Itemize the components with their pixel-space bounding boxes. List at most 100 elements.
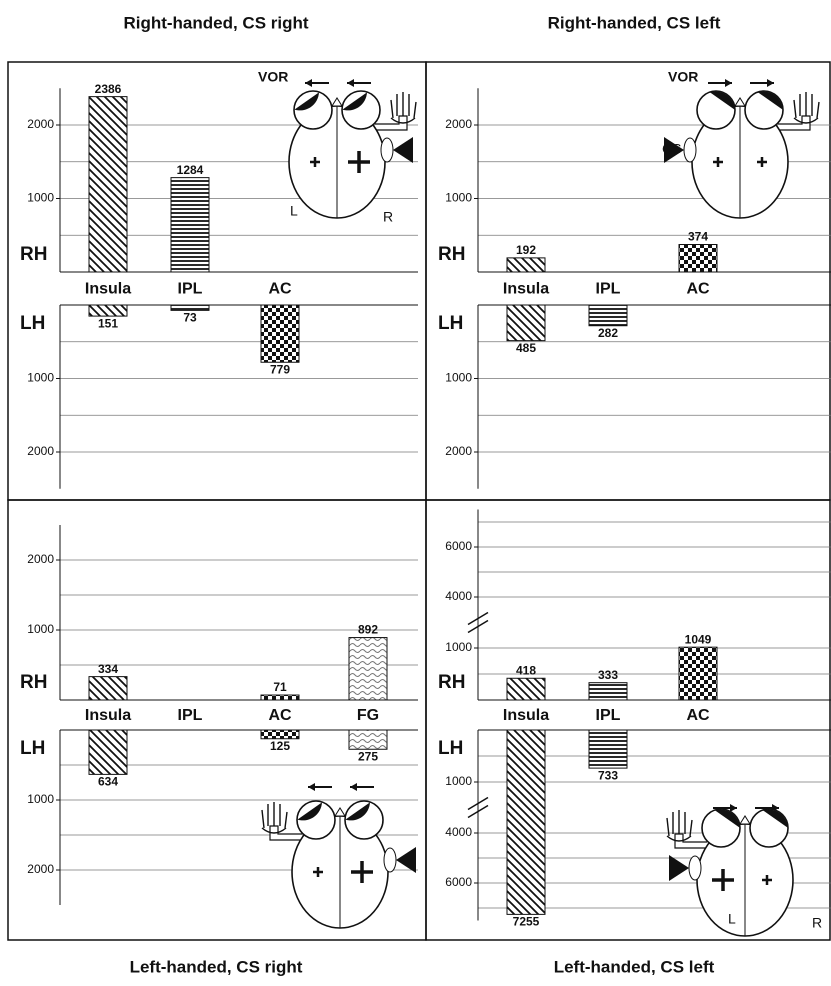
nose	[735, 98, 745, 106]
value-label: 333	[598, 668, 618, 682]
value-label: 1049	[685, 632, 712, 646]
category-label: FG	[357, 707, 379, 724]
y-tick-label: 2000	[27, 552, 54, 566]
category-label: IPL	[178, 281, 203, 298]
bar	[89, 97, 127, 272]
y-tick-label: 1000	[445, 640, 472, 654]
bar	[261, 305, 299, 362]
category-label: IPL	[178, 707, 203, 724]
hemisphere-label: RH	[438, 672, 465, 693]
vor-arrow-head	[350, 783, 357, 791]
vor-arrow-head	[725, 79, 732, 87]
nose	[740, 816, 750, 824]
y-tick-label: 6000	[445, 539, 472, 553]
hemisphere-label: LH	[438, 738, 463, 759]
panel-title: Left-handed, CS left	[554, 957, 715, 976]
ear	[684, 138, 696, 162]
cs-triangle	[669, 855, 689, 881]
value-label: 192	[516, 243, 536, 257]
page: Right-handed, CS right1000100020002000RH…	[0, 0, 831, 986]
bar	[589, 683, 627, 700]
value-label: 1284	[177, 163, 204, 177]
figure: Right-handed, CS right1000100020002000RH…	[0, 0, 831, 986]
y-tick-label: 2000	[27, 444, 54, 458]
panel-title: Left-handed, CS right	[130, 957, 303, 976]
side-label: R	[383, 209, 393, 225]
panel-title: Right-handed, CS left	[548, 13, 721, 32]
bar	[589, 730, 627, 768]
y-tick-label: 6000	[445, 875, 472, 889]
hemisphere-label: RH	[20, 244, 47, 265]
y-tick-label: 2000	[445, 444, 472, 458]
bar	[507, 305, 545, 341]
y-tick-label: 1000	[445, 774, 472, 788]
hemisphere-label: LH	[438, 313, 463, 334]
category-label: IPL	[596, 707, 621, 724]
bar	[349, 730, 387, 749]
y-tick-label: 1000	[445, 371, 472, 385]
y-tick-label: 1000	[27, 371, 54, 385]
value-label: 282	[598, 326, 618, 340]
value-label: 2386	[95, 82, 122, 96]
cs-label: CS	[662, 141, 681, 157]
bar	[349, 638, 387, 700]
value-label: 485	[516, 341, 536, 355]
eye	[702, 809, 740, 847]
eye	[750, 809, 788, 847]
category-label: IPL	[596, 281, 621, 298]
ear	[689, 856, 701, 880]
value-label: 73	[183, 311, 197, 325]
bar	[89, 305, 127, 316]
y-tick-label: 4000	[445, 825, 472, 839]
bar	[679, 647, 717, 700]
value-label: 334	[98, 662, 118, 676]
value-label: 374	[688, 230, 708, 244]
category-label: Insula	[85, 281, 131, 298]
category-label: AC	[686, 281, 710, 298]
value-label: 151	[98, 316, 118, 330]
vor-label: VOR	[668, 69, 698, 85]
value-label: 779	[270, 362, 290, 376]
y-tick-label: 1000	[27, 191, 54, 205]
bar	[507, 258, 545, 272]
vor-arrow-head	[730, 804, 737, 812]
bar	[679, 245, 717, 272]
vor-arrow-head	[308, 783, 315, 791]
hemisphere-label: LH	[20, 313, 45, 334]
side-label: L	[290, 203, 298, 219]
cs-triangle	[393, 137, 413, 163]
bar	[589, 305, 627, 326]
category-label: AC	[268, 707, 292, 724]
bar	[261, 695, 299, 700]
category-label: Insula	[503, 281, 549, 298]
bar	[507, 678, 545, 700]
bar	[171, 178, 209, 272]
value-label: 125	[270, 739, 290, 753]
hemisphere-label: RH	[20, 672, 47, 693]
cs-triangle	[396, 847, 416, 873]
vor-arrow-head	[305, 79, 312, 87]
bar	[261, 730, 299, 739]
nose	[335, 808, 345, 816]
category-label: Insula	[503, 707, 549, 724]
bar	[89, 677, 127, 700]
y-tick-label: 1000	[27, 622, 54, 636]
y-tick-label: 2000	[445, 117, 472, 131]
ear	[384, 848, 396, 872]
nose	[332, 98, 342, 106]
y-tick-label: 1000	[445, 191, 472, 205]
hemisphere-label: RH	[438, 244, 465, 265]
side-label: L	[728, 911, 736, 927]
side-label: R	[812, 915, 822, 931]
vor-arrow-head	[767, 79, 774, 87]
eye	[745, 91, 783, 129]
value-label: 634	[98, 775, 118, 789]
value-label: 733	[598, 768, 618, 782]
vor-arrow-head	[347, 79, 354, 87]
vor-label: VOR	[258, 69, 288, 85]
category-label: AC	[686, 707, 710, 724]
y-tick-label: 2000	[27, 862, 54, 876]
value-label: 71	[273, 680, 287, 694]
ear	[381, 138, 393, 162]
category-label: AC	[268, 281, 292, 298]
